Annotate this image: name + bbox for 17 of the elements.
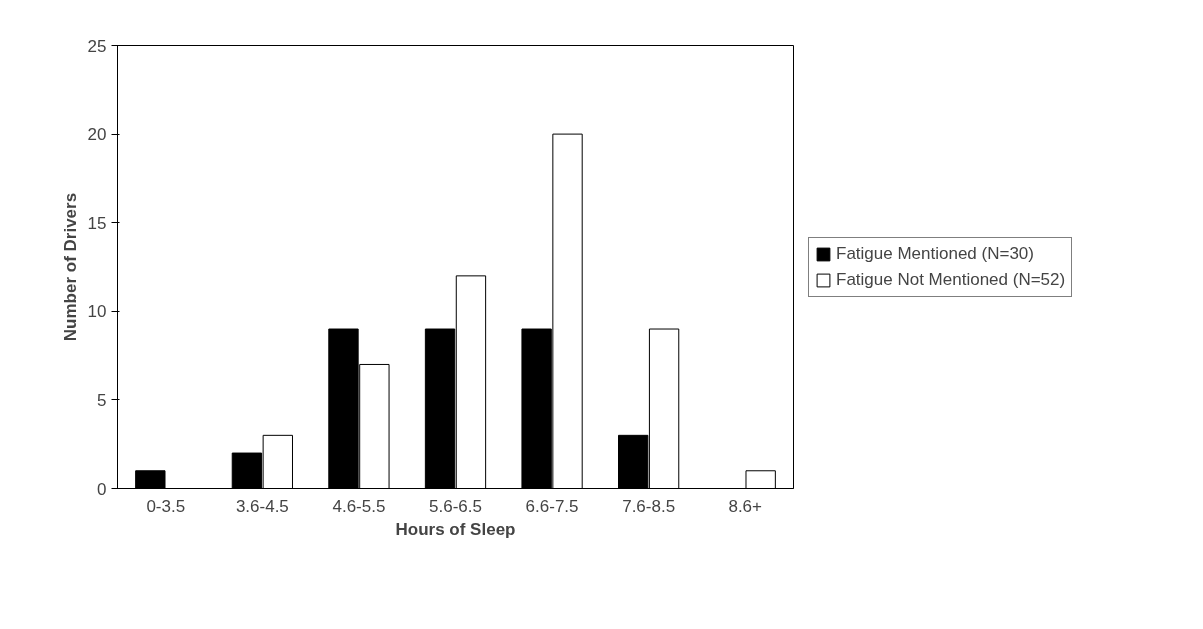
y-tick-label: 25 [87,36,107,56]
y-tick-label: 5 [97,390,107,410]
x-tick-label: 5.6-6.5 [429,496,482,516]
x-tick-label: 0-3.5 [146,496,186,516]
y-tick-label: 0 [97,479,107,499]
x-tick-label: 8.6+ [728,496,763,516]
legend-label: Fatigue Not Mentioned (N=52) [836,269,1066,290]
x-tick-label: 3.6-4.5 [235,496,289,516]
x-tick-label: 7.6-8.5 [622,496,676,516]
y-tick-label: 15 [87,213,107,233]
x-tick-label: 4.6-5.5 [332,496,386,516]
y-tick-label: 20 [87,125,107,145]
y-axis-title: Number of Drivers [60,192,80,342]
x-tick-label: 6.6-7.5 [525,496,579,516]
x-axis-title: Hours of Sleep [395,519,516,539]
y-tick-label: 10 [87,302,107,322]
legend-label: Fatigue Mentioned (N=30) [836,243,1034,264]
